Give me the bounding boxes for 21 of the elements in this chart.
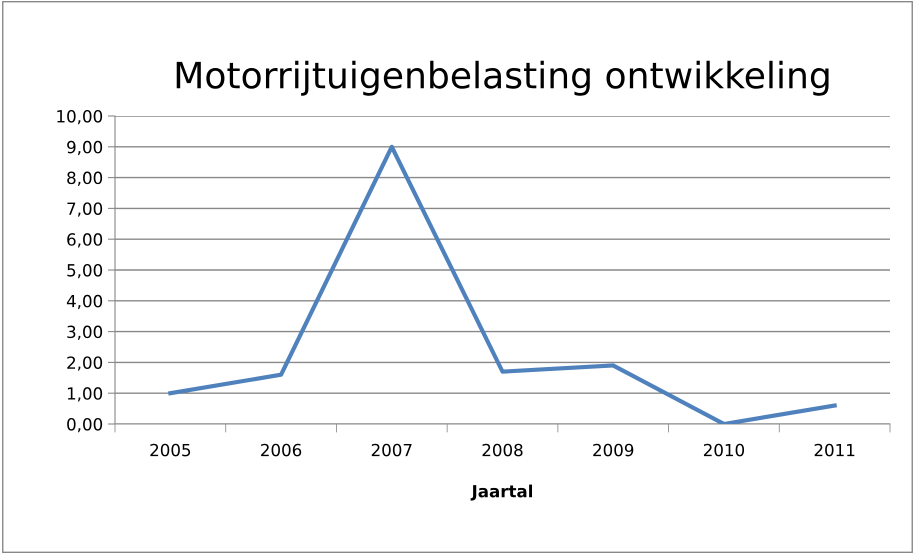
x-tick-label: 2010	[704, 444, 744, 456]
x-tick-label: 2006	[261, 444, 302, 456]
x-tick-label: 2011	[814, 444, 854, 456]
x-tick-label: 2008	[482, 444, 523, 456]
y-tick-label: 2,00	[67, 356, 102, 371]
y-tick-label: 10,00	[57, 110, 102, 124]
line-series	[168, 144, 837, 424]
x-axis-title: Jaartal	[470, 484, 532, 501]
y-tick-label: 8,00	[67, 172, 102, 186]
y-tick-label: 7,00	[67, 202, 102, 217]
y-tick-label: 4,00	[66, 294, 102, 310]
y-tick-label: 9,00	[67, 140, 102, 156]
x-tick-label: 2007	[372, 444, 412, 456]
chart-title: Motorrijtuigenbelasting ontwikkeling	[176, 60, 829, 96]
x-tick-label: 2009	[593, 444, 634, 456]
y-tick-label: 5,00	[67, 264, 102, 278]
y-tick-label: 1,00	[68, 387, 102, 402]
y-tick-label: 3,00	[67, 326, 102, 340]
y-tick-label: 6,00	[67, 233, 102, 248]
y-tick-label: 0,00	[67, 418, 102, 432]
x-tick-label: 2005	[150, 444, 190, 456]
